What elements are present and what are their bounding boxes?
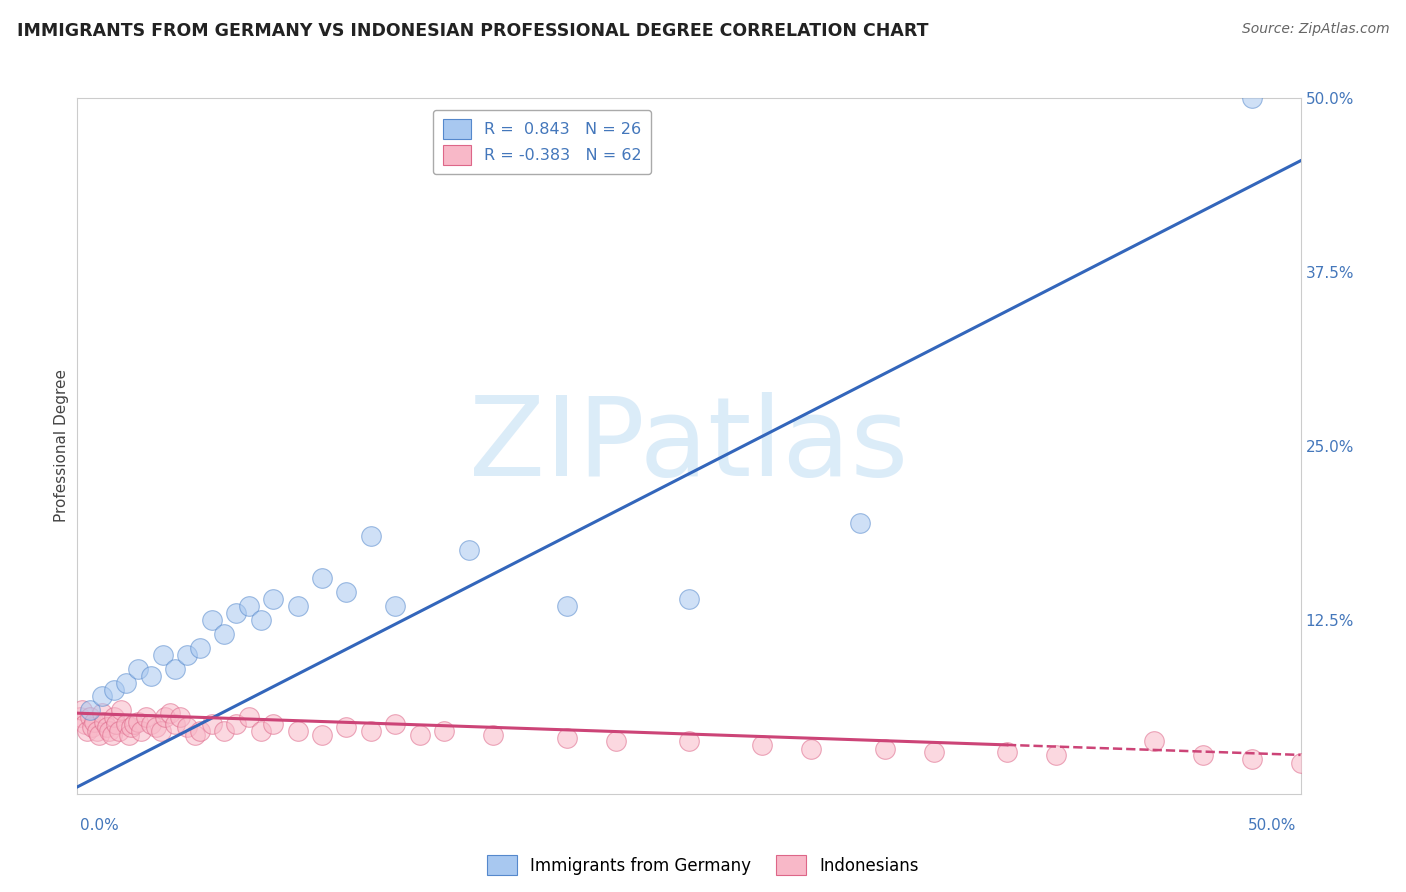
Point [212, 724, 235, 739]
Point [238, 710, 260, 724]
Point [335, 585, 357, 599]
Point [159, 706, 181, 721]
Point [287, 599, 309, 613]
Legend: Immigrants from Germany, Indonesians: Immigrants from Germany, Indonesians [481, 848, 925, 882]
Point [678, 734, 700, 748]
Point [482, 728, 505, 742]
Point [90, 690, 112, 704]
Point [311, 571, 333, 585]
Point [184, 728, 207, 742]
Point [149, 724, 172, 739]
Point [555, 599, 578, 613]
Point [90, 706, 112, 721]
Point [122, 717, 145, 731]
Point [128, 662, 150, 676]
Point [69, 710, 91, 724]
Point [176, 648, 198, 662]
Point [103, 710, 125, 724]
Point [135, 710, 157, 724]
Text: 50.0%: 50.0% [1249, 818, 1296, 832]
Point [201, 613, 224, 627]
Point [335, 720, 357, 734]
Point [86, 724, 108, 739]
Point [605, 734, 627, 748]
Point [98, 724, 121, 739]
Point [80, 720, 103, 734]
Text: IMMIGRANTS FROM GERMANY VS INDONESIAN PROFESSIONAL DEGREE CORRELATION CHART: IMMIGRANTS FROM GERMANY VS INDONESIAN PR… [17, 22, 928, 40]
Point [188, 640, 211, 655]
Point [433, 724, 456, 739]
Text: Source: ZipAtlas.com: Source: ZipAtlas.com [1241, 22, 1389, 37]
Point [152, 648, 174, 662]
Point [155, 710, 177, 724]
Point [105, 717, 128, 731]
Y-axis label: Professional Degree: Professional Degree [53, 369, 69, 523]
Point [145, 720, 167, 734]
Point [457, 543, 479, 558]
Point [225, 717, 247, 731]
Point [1191, 747, 1213, 762]
Point [311, 728, 333, 742]
Point [678, 592, 700, 607]
Point [165, 717, 187, 731]
Point [139, 668, 162, 682]
Point [800, 742, 823, 756]
Point [212, 627, 235, 641]
Point [873, 742, 896, 756]
Point [250, 613, 273, 627]
Point [1240, 91, 1263, 105]
Point [165, 662, 187, 676]
Point [115, 717, 138, 731]
Point [384, 717, 406, 731]
Point [108, 724, 131, 739]
Point [70, 703, 93, 717]
Point [83, 714, 105, 729]
Point [76, 724, 98, 739]
Text: ZIPatlas: ZIPatlas [470, 392, 908, 500]
Point [103, 682, 125, 697]
Point [360, 529, 382, 543]
Point [384, 599, 406, 613]
Point [176, 720, 198, 734]
Point [129, 724, 152, 739]
Point [79, 703, 101, 717]
Point [409, 728, 432, 742]
Point [1240, 752, 1263, 766]
Point [201, 717, 224, 731]
Point [360, 724, 382, 739]
Point [238, 599, 260, 613]
Point [169, 710, 191, 724]
Point [287, 724, 309, 739]
Point [262, 592, 284, 607]
Point [1289, 756, 1312, 771]
Point [118, 728, 141, 742]
Point [96, 720, 118, 734]
Point [555, 731, 578, 746]
Point [1143, 734, 1166, 748]
Point [100, 728, 122, 742]
Point [139, 717, 162, 731]
Point [93, 714, 115, 729]
Legend: R =  0.843   N = 26, R = -0.383   N = 62: R = 0.843 N = 26, R = -0.383 N = 62 [433, 110, 651, 174]
Point [262, 717, 284, 731]
Point [73, 717, 96, 731]
Point [115, 675, 138, 690]
Point [995, 745, 1018, 759]
Point [225, 606, 247, 620]
Point [128, 714, 150, 729]
Point [922, 745, 945, 759]
Point [89, 728, 111, 742]
Point [849, 516, 872, 530]
Point [751, 738, 773, 752]
Text: 0.0%: 0.0% [80, 818, 120, 832]
Point [250, 724, 273, 739]
Point [110, 703, 132, 717]
Point [79, 710, 101, 724]
Point [120, 720, 142, 734]
Point [188, 724, 211, 739]
Point [1045, 747, 1067, 762]
